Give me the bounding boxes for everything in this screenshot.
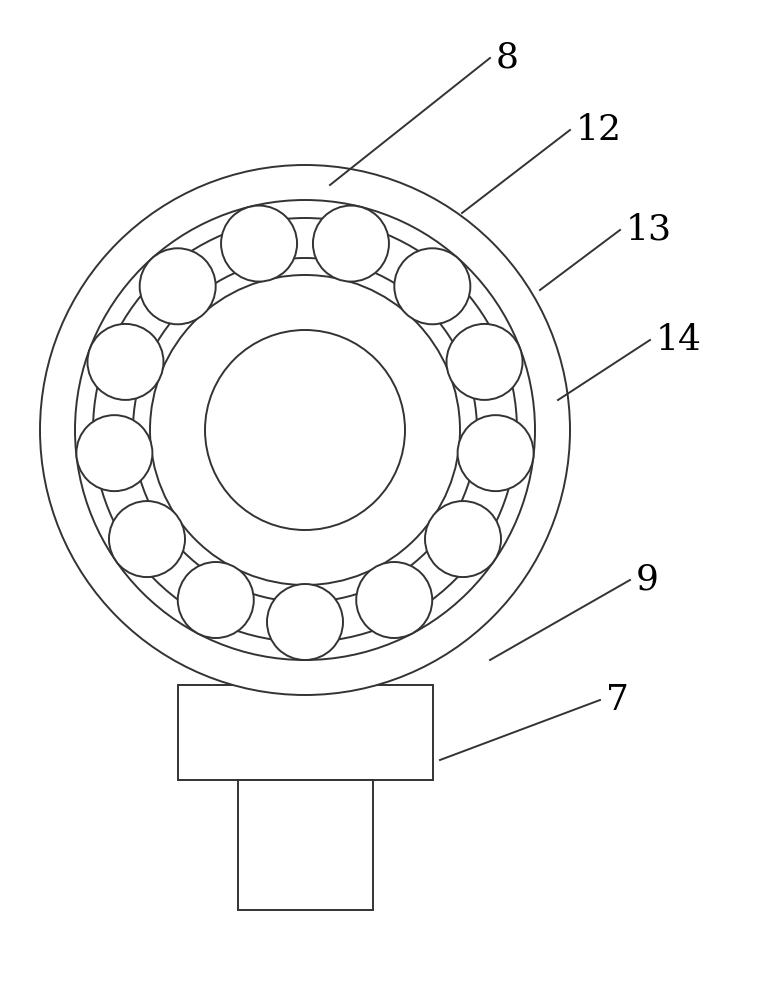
Circle shape [267, 584, 343, 660]
Text: 9: 9 [636, 563, 659, 597]
Circle shape [140, 248, 216, 324]
Circle shape [109, 501, 185, 577]
Circle shape [356, 562, 432, 638]
Text: 13: 13 [626, 213, 672, 247]
Circle shape [425, 501, 501, 577]
Circle shape [87, 324, 164, 400]
Circle shape [221, 206, 297, 282]
Text: 12: 12 [576, 113, 622, 147]
Text: 14: 14 [656, 323, 702, 357]
Circle shape [313, 206, 389, 282]
Circle shape [177, 562, 254, 638]
Circle shape [133, 258, 477, 602]
Circle shape [150, 275, 460, 585]
Circle shape [205, 330, 405, 530]
Circle shape [457, 415, 534, 491]
Circle shape [93, 218, 517, 642]
Bar [238, 780, 373, 910]
Circle shape [75, 200, 535, 660]
Circle shape [447, 324, 522, 400]
Text: 7: 7 [606, 683, 629, 717]
Circle shape [76, 415, 152, 491]
Text: 8: 8 [496, 41, 519, 75]
Circle shape [394, 248, 470, 324]
Circle shape [40, 165, 570, 695]
Bar [178, 685, 433, 780]
